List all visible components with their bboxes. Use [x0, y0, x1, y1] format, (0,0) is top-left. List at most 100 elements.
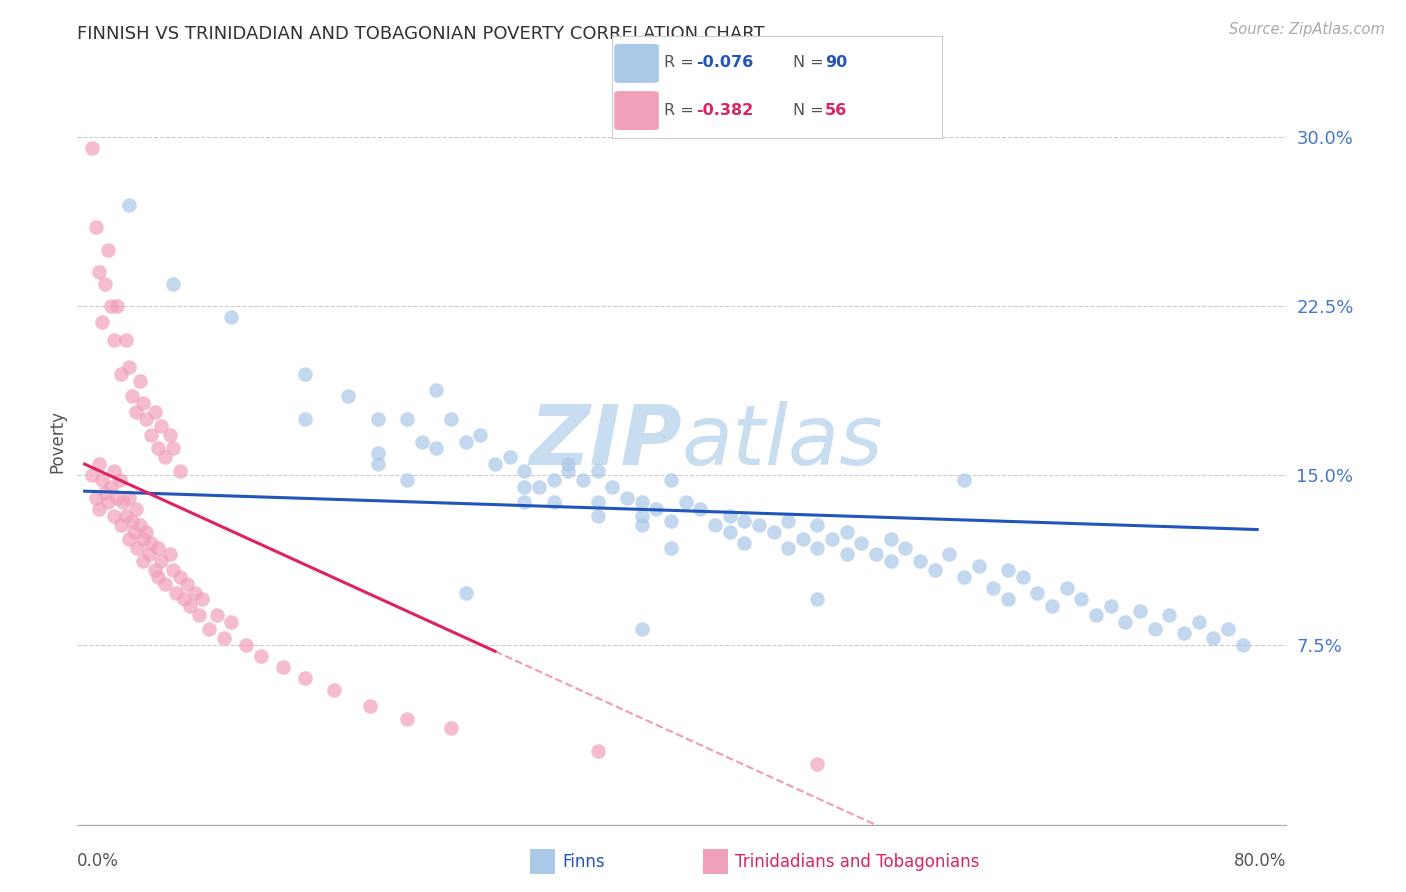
Point	[105, 491, 128, 505]
Point	[183, 585, 205, 599]
Point	[89, 457, 111, 471]
Point	[111, 495, 134, 509]
Point	[198, 622, 221, 636]
Point	[367, 457, 389, 471]
Point	[1173, 626, 1195, 640]
Point	[191, 592, 214, 607]
Point	[806, 757, 828, 772]
Point	[176, 576, 198, 591]
Point	[121, 389, 143, 403]
Point	[114, 333, 136, 347]
Point	[425, 383, 447, 397]
Point	[630, 495, 652, 509]
Point	[778, 541, 800, 555]
Point	[543, 495, 565, 509]
Point	[108, 473, 131, 487]
Point	[125, 405, 148, 419]
Point	[219, 615, 242, 629]
Point	[1216, 622, 1239, 636]
Y-axis label: Poverty: Poverty	[48, 410, 66, 473]
Point	[169, 570, 191, 584]
Point	[337, 389, 360, 403]
Text: -0.382: -0.382	[696, 103, 754, 118]
Point	[454, 434, 477, 449]
Point	[146, 570, 169, 584]
Point	[110, 518, 132, 533]
Point	[806, 541, 828, 555]
Text: Finns: Finns	[562, 853, 605, 871]
Text: 90: 90	[825, 55, 846, 70]
Point	[997, 592, 1019, 607]
Point	[703, 518, 725, 533]
Point	[80, 468, 103, 483]
Point	[1011, 570, 1033, 584]
Point	[630, 622, 652, 636]
Point	[135, 524, 157, 539]
Point	[117, 360, 139, 375]
Point	[880, 532, 903, 546]
Point	[159, 427, 181, 442]
Text: R =: R =	[664, 103, 699, 118]
Point	[80, 141, 103, 155]
Point	[249, 648, 271, 663]
Point	[127, 541, 149, 555]
Point	[411, 434, 433, 449]
Point	[359, 698, 381, 713]
Point	[110, 367, 132, 381]
Point	[718, 524, 741, 539]
Point	[1114, 615, 1136, 629]
Point	[139, 427, 162, 442]
Point	[484, 457, 506, 471]
Point	[149, 418, 172, 433]
Point	[689, 502, 711, 516]
Point	[117, 197, 139, 211]
Point	[143, 405, 166, 419]
Point	[894, 541, 917, 555]
Point	[159, 547, 181, 561]
Point	[294, 672, 316, 686]
Point	[294, 412, 316, 426]
Point	[322, 682, 344, 697]
Text: -0.076: -0.076	[696, 55, 754, 70]
Point	[586, 508, 609, 523]
Point	[396, 473, 419, 487]
Point	[103, 464, 125, 478]
Point	[543, 473, 565, 487]
Point	[718, 508, 741, 523]
Point	[806, 518, 828, 533]
Point	[100, 480, 122, 494]
Point	[851, 536, 873, 550]
Point	[149, 554, 172, 568]
Point	[499, 450, 522, 465]
Point	[630, 518, 652, 533]
Point	[1099, 599, 1122, 614]
Point	[572, 473, 595, 487]
Point	[103, 333, 125, 347]
Point	[1232, 638, 1254, 652]
Point	[645, 502, 668, 516]
Point	[924, 563, 946, 577]
Point	[1040, 599, 1063, 614]
Point	[748, 518, 770, 533]
Point	[396, 412, 419, 426]
Point	[806, 592, 828, 607]
Text: N =: N =	[793, 103, 830, 118]
Point	[132, 532, 155, 546]
FancyBboxPatch shape	[614, 44, 659, 83]
Point	[100, 299, 122, 313]
Point	[124, 524, 146, 539]
Point	[396, 712, 419, 726]
Point	[205, 608, 228, 623]
Point	[908, 554, 931, 568]
Point	[162, 442, 184, 456]
Text: atlas: atlas	[682, 401, 883, 482]
Point	[967, 558, 990, 573]
Point	[821, 532, 844, 546]
Point	[600, 480, 623, 494]
Point	[792, 532, 814, 546]
Point	[271, 660, 294, 674]
Point	[778, 514, 800, 528]
Point	[188, 608, 211, 623]
Point	[294, 367, 316, 381]
Point	[143, 563, 166, 577]
